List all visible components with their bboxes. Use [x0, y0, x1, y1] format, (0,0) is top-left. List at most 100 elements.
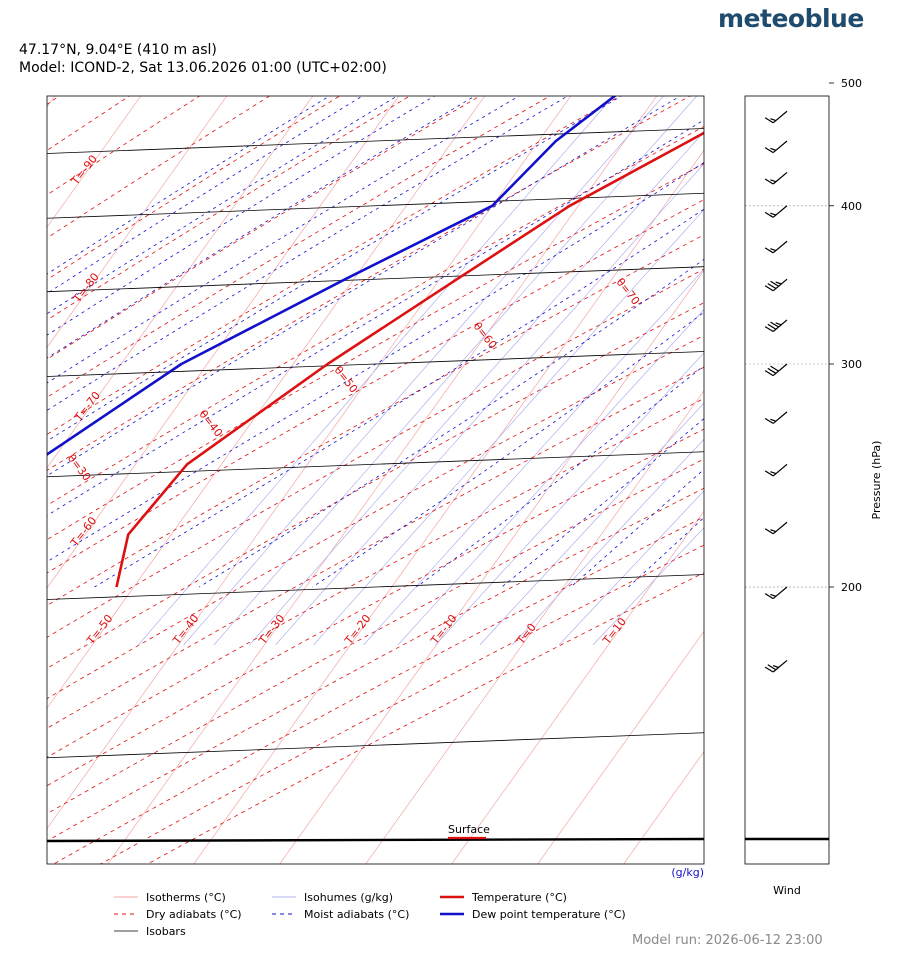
- moist-adiabat-line: [47, 96, 681, 477]
- isotherm-line: [47, 96, 486, 709]
- barb-staff: [772, 278, 788, 292]
- barb-flag: [764, 147, 774, 154]
- moist-adiabat-line: [47, 161, 704, 563]
- surface-label: Surface: [448, 823, 490, 836]
- isotherm-line: [47, 96, 314, 469]
- location-title: 47.17°N, 9.04°E (410 m asl): [19, 42, 217, 58]
- barb-flag: [764, 211, 774, 218]
- isohume-line: [558, 490, 704, 646]
- dry-adiabat-line: [47, 96, 61, 105]
- moist-adiabat-line: [47, 96, 476, 359]
- isotherm-label: T=10: [600, 615, 629, 647]
- isohume-line: [313, 209, 704, 646]
- barb-flag: [770, 30, 777, 36]
- isotherm-line: [47, 96, 400, 589]
- barb-flag: [770, 529, 777, 533]
- isobar-line: [47, 732, 704, 759]
- barb-staff: [772, 586, 788, 600]
- surface-line: [47, 837, 704, 843]
- barb-flag: [764, 285, 774, 292]
- moist-adiabat-line: [47, 96, 623, 442]
- isobar-line: [47, 351, 704, 377]
- model-run-label: Model run: 2026-06-12 23:00: [632, 933, 823, 948]
- wind-label: Wind: [773, 884, 801, 897]
- barb-flag: [764, 470, 774, 477]
- barb-flag: [770, 321, 779, 328]
- isotherm-label: T=-90: [68, 153, 100, 189]
- barb-flag: [765, 90, 773, 95]
- isobar-line: [47, 451, 704, 478]
- legend-isohumes: Isohumes (g/kg): [304, 891, 393, 904]
- isohume-line: [249, 131, 704, 646]
- isotherm-line: [451, 510, 704, 864]
- barb-flag: [764, 666, 774, 673]
- barb-flag: [770, 365, 779, 372]
- barb-staff: [772, 205, 788, 218]
- wind-barb: [764, 463, 788, 477]
- barb-flag: [764, 9, 771, 15]
- wind-barb: [764, 660, 788, 673]
- barb-flag: [770, 118, 777, 122]
- barb-flag: [770, 471, 777, 475]
- pressure-tick-label: 500: [841, 77, 862, 90]
- wind-barb: [764, 110, 788, 124]
- barb-flag: [764, 178, 774, 185]
- moist-adiabat-line: [198, 258, 704, 588]
- barb-staff: [772, 140, 788, 154]
- barb-flag: [773, 61, 779, 63]
- wind-barb: [764, 205, 788, 218]
- barb-flag: [764, 117, 774, 124]
- barb-staff: [772, 319, 788, 332]
- barb-flag: [775, 7, 780, 10]
- isotherm-label: T=-30: [256, 612, 288, 648]
- isobar-line: [47, 574, 704, 600]
- pressure-tick-label: 400: [841, 200, 862, 213]
- pressure-tick-label: 300: [841, 358, 862, 371]
- moist-adiabat-line: [47, 96, 569, 411]
- dry-adiabat-label: θ=70: [614, 276, 643, 308]
- dry-adiabat-label: θ=50: [332, 364, 361, 396]
- moist-adiabat-line: [47, 96, 331, 275]
- pressure-tick-label: 200: [841, 581, 862, 594]
- wind-barb: [764, 363, 788, 377]
- moist-adiabat-lines: [47, 96, 704, 588]
- wind-barb: [765, 56, 787, 68]
- isohume-line: [397, 308, 704, 646]
- legend-isotherms: Isotherms (°C): [146, 891, 226, 904]
- barb-flag: [770, 212, 777, 216]
- isotherm-line: [0, 0, 188, 960]
- isotherm-line: [47, 96, 228, 349]
- wind-barb: [764, 240, 788, 254]
- profile-series: [47, 96, 704, 843]
- wind-barbs: [764, 7, 788, 673]
- barb-staff: [772, 110, 788, 124]
- wind-barb: [764, 586, 788, 600]
- wind-barb: [764, 278, 788, 292]
- brand-logo: meteoblue: [718, 4, 864, 33]
- wind-barb: [764, 319, 788, 333]
- isotherm-line: [807, 0, 900, 960]
- isotherm-line: [47, 96, 142, 228]
- dry-adiabat-label: θ=80: [761, 232, 790, 264]
- isohume-line: [592, 527, 704, 646]
- barb-staff: [772, 240, 788, 254]
- isobar-lines: [47, 128, 704, 759]
- barb-flag: [770, 593, 777, 597]
- dry-adiabat-label: θ=30: [65, 452, 94, 484]
- barb-flag: [770, 147, 777, 151]
- barb-flag: [764, 528, 774, 535]
